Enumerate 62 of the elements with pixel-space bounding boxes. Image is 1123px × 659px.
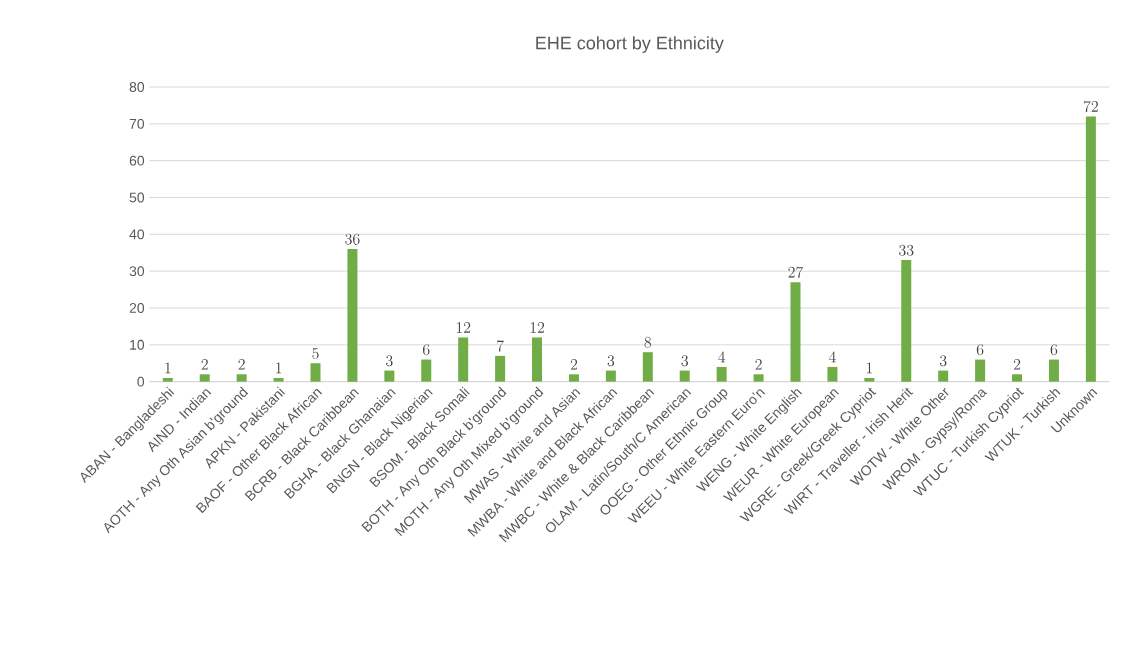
data-label: 27 <box>788 266 804 278</box>
bar <box>273 377 284 382</box>
bar <box>864 377 875 382</box>
bar <box>1085 116 1096 382</box>
data-label: 36 <box>345 233 360 245</box>
bar <box>1012 374 1023 382</box>
data-label: 2 <box>1013 358 1021 370</box>
data-label: 2 <box>570 358 578 370</box>
bar <box>236 374 247 382</box>
bar <box>938 370 949 382</box>
y-tick-label: 20 <box>129 303 145 313</box>
y-tick-label: 70 <box>129 118 145 129</box>
bar <box>458 337 469 382</box>
y-tick-label: 30 <box>129 266 145 277</box>
data-label: 6 <box>1050 344 1058 356</box>
y-tick-label: 10 <box>130 339 145 350</box>
data-label: 2 <box>201 358 208 370</box>
bar <box>495 355 506 382</box>
data-label: 6 <box>423 344 430 356</box>
bar <box>199 374 210 382</box>
bar <box>310 363 321 382</box>
data-label: 3 <box>681 355 688 367</box>
data-label: 33 <box>899 244 914 256</box>
data-label: 7 <box>497 340 504 352</box>
data-label: 1 <box>165 362 171 374</box>
data-label: 5 <box>312 347 319 359</box>
data-label: 72 <box>1083 100 1098 113</box>
bar <box>753 374 764 382</box>
data-label: 6 <box>976 344 984 356</box>
data-label: 4 <box>718 351 726 363</box>
bar <box>605 370 616 382</box>
data-label: 12 <box>530 322 545 333</box>
y-tick-label: 50 <box>129 192 145 203</box>
bar <box>642 352 653 382</box>
data-label: 2 <box>755 358 762 370</box>
data-label: 1 <box>866 362 872 374</box>
y-tick-label: 60 <box>129 155 145 166</box>
bar <box>679 370 690 382</box>
y-tick-label: 40 <box>129 229 145 240</box>
data-label: 12 <box>456 322 471 333</box>
bar <box>347 249 358 382</box>
bar <box>975 359 986 382</box>
bar <box>532 337 543 382</box>
bar <box>421 359 432 382</box>
data-label: 2 <box>238 358 245 370</box>
data-label: 3 <box>386 355 393 367</box>
bar <box>716 366 727 382</box>
data-label: 4 <box>828 351 836 363</box>
data-label: 3 <box>607 355 615 367</box>
bar <box>790 282 801 382</box>
data-label: 1 <box>276 362 282 374</box>
y-tick-label: 80 <box>129 82 145 92</box>
bar <box>162 377 173 382</box>
data-label: 8 <box>644 336 652 348</box>
bar <box>384 370 395 382</box>
data-label: 3 <box>939 355 947 367</box>
bar <box>1048 359 1059 382</box>
bar <box>827 366 838 382</box>
y-tick-label: 0 <box>137 376 145 387</box>
chart-title: EHE cohort by Ethnicity <box>536 36 724 53</box>
bar <box>568 374 579 382</box>
bar <box>901 260 912 382</box>
